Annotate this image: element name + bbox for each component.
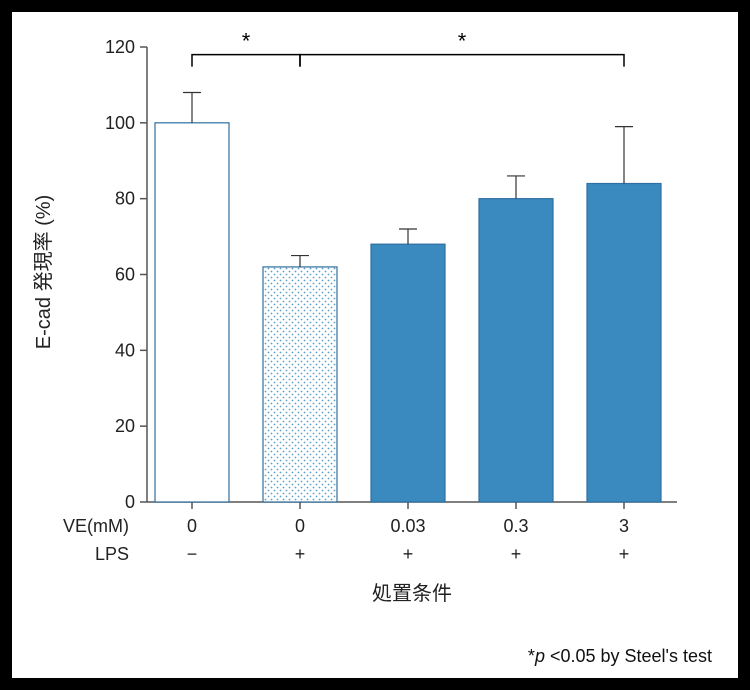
- ve-value: 0.3: [503, 516, 528, 536]
- lps-value: +: [511, 544, 522, 564]
- ecad-bar-chart: E-cad 発現率 (%) 020406080100120 ** VE(mM)L…: [12, 12, 738, 678]
- ytick-label: 20: [115, 416, 135, 436]
- ytick-label: 60: [115, 265, 135, 285]
- lps-value: +: [403, 544, 414, 564]
- lps-value: −: [187, 544, 198, 564]
- ve-value: 3: [619, 516, 629, 536]
- sig-mark: *: [458, 29, 467, 54]
- row-label-lps: LPS: [95, 544, 129, 564]
- ve-value: 0.03: [390, 516, 425, 536]
- ytick-label: 0: [125, 492, 135, 512]
- chart-panel: { "chart": { "type": "bar", "ylabel": "E…: [12, 12, 738, 678]
- ve-value: 0: [187, 516, 197, 536]
- bar: [263, 267, 337, 502]
- x-axis-label: 処置条件: [372, 582, 452, 605]
- bar: [155, 123, 229, 502]
- ytick-label: 80: [115, 189, 135, 209]
- sig-mark: *: [242, 29, 251, 54]
- footnote: *p <0.05 by Steel's test: [528, 646, 712, 666]
- ytick-label: 120: [105, 37, 135, 57]
- significance-brackets: **: [192, 29, 624, 67]
- lps-value: +: [619, 544, 630, 564]
- ytick-label: 100: [105, 113, 135, 133]
- bar: [479, 199, 553, 502]
- bars-group: [155, 123, 661, 509]
- lps-value: +: [295, 544, 306, 564]
- ve-value: 0: [295, 516, 305, 536]
- error-bars: [183, 93, 633, 267]
- ytick-label: 40: [115, 340, 135, 360]
- bar: [587, 184, 661, 503]
- category-labels: VE(mM) LPS 0 − 0 +0.03 +0.3 +3 +: [63, 516, 629, 564]
- row-label-ve: VE(mM): [63, 516, 129, 536]
- bar: [371, 244, 445, 502]
- y-axis-label: E-cad 発現率 (%): [32, 195, 55, 349]
